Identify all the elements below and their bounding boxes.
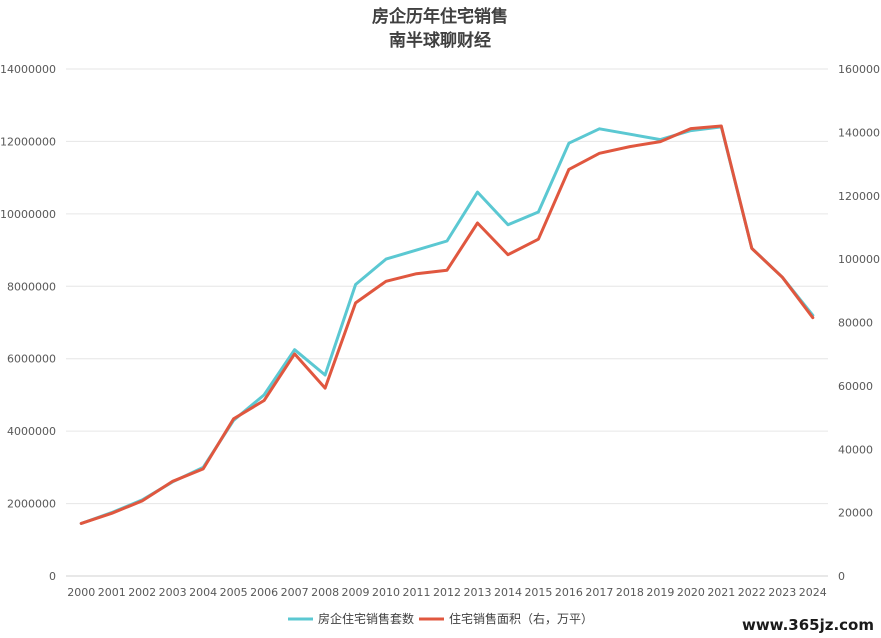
x-tick-label: 2003 xyxy=(159,586,187,599)
right-tick-label: 80000 xyxy=(838,317,873,330)
right-tick-label: 40000 xyxy=(838,443,873,456)
left-tick-label: 8000000 xyxy=(7,280,56,293)
gridlines xyxy=(66,68,828,577)
x-tick-label: 2024 xyxy=(799,586,827,599)
right-tick-label: 20000 xyxy=(838,507,873,520)
left-tick-label: 12000000 xyxy=(0,135,56,148)
right-tick-label: 160000 xyxy=(838,63,880,76)
right-tick-label: 60000 xyxy=(838,380,873,393)
left-tick-label: 6000000 xyxy=(7,353,56,366)
x-tick-label: 2014 xyxy=(494,586,522,599)
legend-label-0: 房企住宅销售套数 xyxy=(318,611,414,626)
x-tick-label: 2018 xyxy=(616,586,644,599)
x-tick-label: 2010 xyxy=(372,586,400,599)
x-tick-label: 2021 xyxy=(707,586,735,599)
x-tick-label: 2013 xyxy=(463,586,491,599)
x-tick-label: 2009 xyxy=(342,586,370,599)
left-tick-label: 0 xyxy=(49,570,56,583)
x-tick-label: 2017 xyxy=(585,586,613,599)
x-tick-label: 2022 xyxy=(738,586,766,599)
x-tick-label: 2023 xyxy=(768,586,796,599)
x-tick-label: 2012 xyxy=(433,586,461,599)
legend: 房企住宅销售套数 住宅销售面积（右，万平） xyxy=(288,611,593,626)
right-tick-label: 120000 xyxy=(838,190,880,203)
x-tick-label: 2019 xyxy=(646,586,674,599)
left-tick-label: 14000000 xyxy=(0,63,56,76)
right-tick-label: 100000 xyxy=(838,253,880,266)
x-tick-label: 2008 xyxy=(311,586,339,599)
x-tick-label: 2002 xyxy=(128,586,156,599)
left-axis-ticks: 0 2000000 4000000 6000000 8000000 10000000 120… xyxy=(0,63,56,583)
x-tick-label: 2015 xyxy=(524,586,552,599)
left-tick-label: 2000000 xyxy=(7,498,56,511)
chart-title: 房企历年住宅销售 xyxy=(372,6,508,27)
chart-subtitle: 南半球聊财经 xyxy=(389,30,491,51)
series-line-0 xyxy=(79,125,815,525)
x-tick-label: 2007 xyxy=(281,586,309,599)
x-tick-label: 2006 xyxy=(250,586,278,599)
x-tick-label: 2001 xyxy=(98,586,126,599)
x-tick-label: 2004 xyxy=(189,586,217,599)
x-tick-label: 2011 xyxy=(403,586,431,599)
right-tick-label: 140000 xyxy=(838,126,880,139)
x-axis-ticks: 2000 2001 2002 2003 2004 2005 2006 2007 2008 2009… xyxy=(67,586,827,599)
series-lines xyxy=(79,124,815,525)
x-tick-label: 2005 xyxy=(220,586,248,599)
right-axis-ticks: 0 20000 40000 60000 80000 100000 120000 140000 1… xyxy=(838,63,880,583)
right-tick-label: 0 xyxy=(838,570,845,583)
series-line-1 xyxy=(79,124,815,525)
x-tick-label: 2020 xyxy=(677,586,705,599)
left-tick-label: 10000000 xyxy=(0,208,56,221)
watermark: www.365jz.com xyxy=(742,616,874,634)
x-tick-label: 2016 xyxy=(555,586,583,599)
x-tick-label: 2000 xyxy=(67,586,95,599)
left-tick-label: 4000000 xyxy=(7,425,56,438)
legend-label-1: 住宅销售面积（右，万平） xyxy=(449,611,593,626)
